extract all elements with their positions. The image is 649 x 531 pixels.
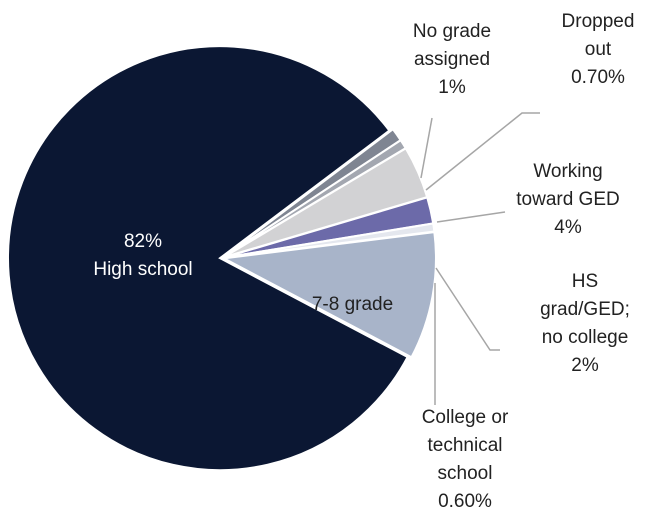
leader-line <box>425 112 540 191</box>
category-label: College or technical school <box>421 407 509 484</box>
category-label: Dropped out <box>561 11 635 60</box>
pie-slice <box>7 45 409 472</box>
category-label: High school <box>93 259 193 280</box>
leader-line <box>436 211 506 223</box>
category-label: HS grad/GED; no college <box>540 271 630 348</box>
category-label: 7-8 grade <box>311 294 394 315</box>
slice-label: Working toward GED 4% <box>508 158 628 242</box>
value-label: 4% <box>554 217 582 238</box>
leader-line <box>435 267 500 351</box>
value-label: 2% <box>571 355 599 376</box>
slice-label: College or technical school 0.60% <box>405 404 525 516</box>
pie-slice <box>220 230 437 359</box>
slice-label: 7-8 grade <box>290 291 415 319</box>
value-label: 1% <box>438 77 466 98</box>
category-label: No grade assigned <box>412 21 492 70</box>
category-label: Working toward GED <box>516 161 620 210</box>
slice-label: No grade assigned 1% <box>402 18 502 102</box>
value-label: 0.70% <box>571 67 625 88</box>
slices <box>7 45 437 472</box>
value-label: 0.60% <box>438 491 492 512</box>
value-label: 82% <box>123 231 163 252</box>
leader-line <box>420 117 433 179</box>
slice-label: 82% High school <box>73 228 213 284</box>
slice-label: Dropped out 0.70% <box>553 8 643 92</box>
leader-lines <box>420 112 540 405</box>
slice-label: HS grad/GED; no college 2% <box>532 268 638 380</box>
